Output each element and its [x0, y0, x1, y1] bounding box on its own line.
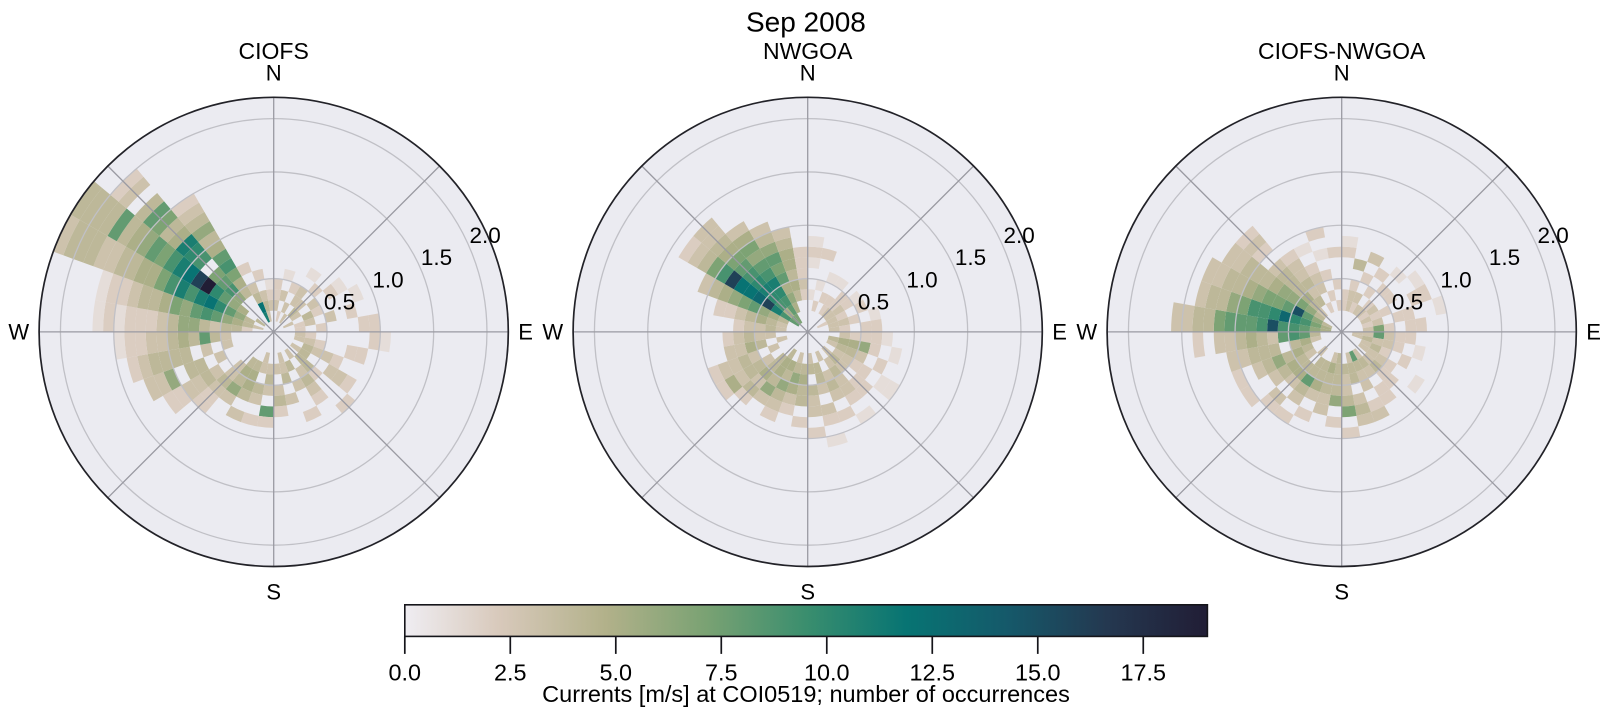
svg-text:W: W	[542, 319, 563, 344]
svg-text:15.0: 15.0	[1015, 660, 1061, 686]
svg-text:CIOFS-NWGOA: CIOFS-NWGOA	[1258, 38, 1426, 64]
svg-text:10.0: 10.0	[804, 660, 850, 686]
svg-text:17.5: 17.5	[1120, 660, 1166, 686]
svg-text:2.0: 2.0	[469, 223, 500, 248]
svg-text:Sep 2008: Sep 2008	[746, 7, 866, 38]
svg-text:N: N	[800, 60, 816, 85]
svg-text:Currents [m/s] at COI0519; num: Currents [m/s] at COI0519; number of occ…	[542, 681, 1070, 707]
svg-text:NWGOA: NWGOA	[763, 38, 853, 64]
svg-text:1.0: 1.0	[906, 267, 937, 292]
svg-text:S: S	[800, 580, 815, 605]
svg-text:1.5: 1.5	[955, 245, 986, 270]
svg-text:E: E	[1052, 319, 1067, 344]
svg-text:2.0: 2.0	[1537, 223, 1568, 248]
svg-text:CIOFS: CIOFS	[239, 38, 309, 64]
svg-text:1.5: 1.5	[421, 245, 452, 270]
svg-text:E: E	[518, 319, 533, 344]
svg-text:W: W	[1076, 319, 1097, 344]
svg-text:1.0: 1.0	[1440, 267, 1471, 292]
svg-text:N: N	[266, 60, 282, 85]
svg-text:E: E	[1586, 319, 1601, 344]
svg-text:5.0: 5.0	[600, 660, 633, 686]
svg-text:S: S	[1334, 580, 1349, 605]
svg-text:7.5: 7.5	[705, 660, 738, 686]
svg-text:1.0: 1.0	[372, 267, 403, 292]
svg-text:W: W	[8, 319, 29, 344]
svg-text:1.5: 1.5	[1489, 245, 1520, 270]
svg-text:0.5: 0.5	[858, 289, 889, 314]
svg-text:12.5: 12.5	[910, 660, 956, 686]
svg-text:0.5: 0.5	[1392, 289, 1423, 314]
svg-text:0.5: 0.5	[324, 289, 355, 314]
svg-text:S: S	[266, 580, 281, 605]
svg-text:N: N	[1334, 60, 1350, 85]
svg-text:2.0: 2.0	[1003, 223, 1034, 248]
svg-text:0.0: 0.0	[389, 660, 422, 686]
svg-text:2.5: 2.5	[494, 660, 527, 686]
